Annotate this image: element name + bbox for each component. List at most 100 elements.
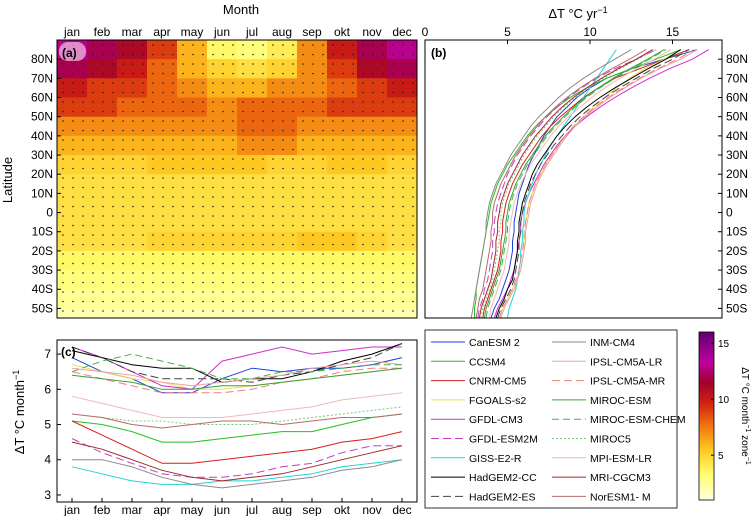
heatmap-cell: [297, 193, 328, 214]
significance-dot: [302, 310, 304, 312]
significance-dot: [142, 167, 144, 170]
significance-dot: [202, 129, 204, 132]
legend-entry: MIROC-ESM-CHEM: [590, 414, 686, 426]
heatmap-cell: [147, 78, 178, 99]
heatmap-cell: [327, 270, 358, 290]
significance-dot: [322, 148, 324, 151]
heatmap-cell: [147, 116, 178, 137]
significance-dot: [172, 224, 174, 227]
significance-dot: [112, 243, 114, 246]
significance-dot: [272, 281, 274, 284]
lat-label: 40N: [31, 129, 53, 143]
significance-dot: [232, 44, 234, 46]
significance-dot: [102, 44, 104, 46]
b-line-miroc5: [480, 49, 657, 318]
significance-dot: [182, 63, 184, 65]
significance-dot: [232, 300, 234, 303]
significance-dot: [392, 139, 394, 141]
significance-dot: [372, 158, 374, 160]
heatmap-cell: [177, 155, 208, 175]
significance-dot: [202, 139, 204, 141]
significance-dot: [132, 262, 134, 265]
significance-dot: [172, 72, 174, 75]
significance-dot: [182, 300, 184, 303]
significance-dot: [172, 177, 174, 179]
significance-dot: [222, 91, 224, 94]
significance-dot: [212, 82, 214, 84]
significance-dot: [62, 167, 64, 170]
significance-dot: [252, 281, 254, 284]
significance-dot: [152, 272, 154, 274]
significance-dot: [162, 139, 164, 141]
significance-dot: [392, 167, 394, 170]
c-line-mpi-esm-lr: [71, 392, 403, 418]
significance-dot: [412, 186, 414, 189]
significance-dot: [402, 262, 404, 265]
significance-dot: [262, 215, 264, 217]
significance-dot: [202, 215, 204, 217]
heatmap-cell: [57, 250, 88, 271]
significance-dot: [252, 243, 254, 246]
b-line-miroc-esm: [483, 49, 665, 318]
significance-dot: [122, 215, 124, 217]
significance-dot: [192, 310, 194, 312]
significance-dot: [412, 120, 414, 122]
significance-dot: [122, 110, 124, 113]
heatmap-cell: [87, 97, 118, 118]
significance-dot: [322, 234, 324, 236]
significance-dot: [322, 63, 324, 65]
significance-dot: [192, 129, 194, 132]
heatmap-cell: [267, 59, 298, 79]
significance-dot: [192, 300, 194, 303]
significance-dot: [112, 91, 114, 94]
heatmap-cell: [117, 250, 148, 271]
significance-dot: [142, 224, 144, 227]
c-xtick-label-aug: aug: [272, 503, 292, 516]
heatmap-cell: [177, 289, 208, 309]
significance-dot: [372, 196, 374, 198]
significance-dot: [342, 281, 344, 284]
heatmap-cell: [357, 78, 388, 99]
significance-dot: [102, 243, 104, 246]
significance-dot: [342, 234, 344, 236]
c-ytick-label: 7: [44, 347, 51, 361]
significance-dot: [202, 101, 204, 103]
significance-dot: [262, 243, 264, 246]
significance-dot: [352, 53, 354, 56]
significance-dot: [152, 310, 154, 312]
panel-c-ylabel: ΔT °C month−1: [11, 370, 27, 455]
heatmap-cell: [327, 59, 358, 79]
heatmap-cell: [117, 308, 148, 319]
significance-dot: [92, 205, 94, 208]
significance-dot: [222, 224, 224, 227]
significance-dot: [122, 129, 124, 132]
heatmap-cell: [87, 231, 118, 252]
heatmap-cell: [147, 174, 178, 194]
significance-dot: [362, 120, 364, 122]
significance-dot: [152, 139, 154, 141]
significance-dot: [292, 196, 294, 198]
significance-dot: [212, 253, 214, 255]
c-ytick-label: 6: [44, 382, 51, 396]
significance-dot: [362, 253, 364, 255]
significance-dot: [72, 139, 74, 141]
significance-dot: [392, 262, 394, 265]
heatmap-cell: [297, 231, 328, 252]
significance-dot: [152, 243, 154, 246]
significance-dot: [352, 148, 354, 151]
significance-dot: [212, 224, 214, 227]
significance-dot: [292, 243, 294, 246]
significance-dot: [372, 167, 374, 170]
heatmap-cell: [207, 116, 238, 137]
c-line-ccsm4: [71, 413, 403, 443]
heatmap-cell: [207, 289, 238, 309]
significance-dot: [102, 148, 104, 151]
significance-dot: [292, 63, 294, 65]
significance-dot: [202, 300, 204, 303]
significance-dot: [312, 291, 314, 293]
significance-dot: [172, 110, 174, 113]
significance-dot: [172, 243, 174, 246]
significance-dot: [132, 139, 134, 141]
significance-dot: [222, 234, 224, 236]
